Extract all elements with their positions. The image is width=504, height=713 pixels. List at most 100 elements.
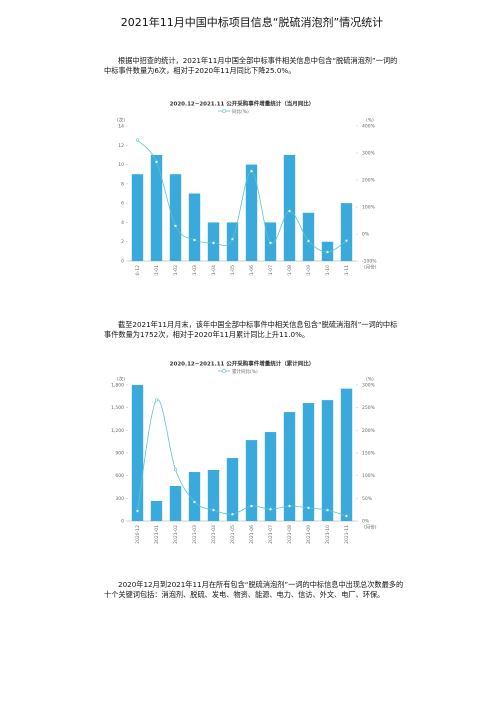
x-tick-label: 2021-11 xyxy=(344,525,350,544)
y-tick-label: 6 xyxy=(121,201,124,207)
line-point xyxy=(192,238,197,242)
y2-axis-label: (%) xyxy=(366,377,374,383)
bar xyxy=(321,400,334,521)
x-tick-label: 2021-09 xyxy=(306,265,312,276)
y-tick-label: 0 xyxy=(121,519,124,525)
legend-label: 累计同比(%) xyxy=(232,368,258,375)
x-tick-label: 2021-05 xyxy=(230,265,236,276)
y-tick-label: 1,500 xyxy=(111,405,124,411)
line-point xyxy=(230,237,235,241)
legend-marker xyxy=(222,109,226,113)
bar xyxy=(169,174,182,261)
y2-tick-label: 200% xyxy=(362,428,376,434)
bar xyxy=(283,412,296,521)
bar xyxy=(131,174,144,261)
line-point xyxy=(306,506,311,510)
y2-tick-label: 50% xyxy=(362,496,373,502)
x-tick-label: 2021-02 xyxy=(173,525,179,544)
line-point xyxy=(173,224,178,228)
y2-tick-label: 300% xyxy=(362,151,376,157)
bar xyxy=(340,203,353,261)
y-tick-label: 0 xyxy=(121,259,124,265)
y2-tick-label: 400% xyxy=(362,124,376,130)
y2-tick-label: 250% xyxy=(362,405,376,411)
line-point xyxy=(154,398,159,402)
bar xyxy=(131,385,144,521)
x-axis-label: (月份) xyxy=(364,264,377,271)
line-point xyxy=(325,508,330,512)
bar xyxy=(169,486,182,521)
line-point xyxy=(249,169,254,173)
bar xyxy=(340,388,353,521)
y-axis-label: (次) xyxy=(117,117,125,124)
line-point xyxy=(287,209,292,213)
y2-tick-label: -100% xyxy=(362,259,377,265)
bar xyxy=(302,403,315,521)
paragraph: 截至2021年11月月末，该年中国全部中标事件中相关信息包含“脱硫消泡剂”一词的… xyxy=(104,320,398,339)
x-tick-label: 2020-12 xyxy=(135,265,141,276)
line-point xyxy=(154,160,159,164)
y-tick-label: 4 xyxy=(121,220,124,226)
legend-marker xyxy=(222,369,226,373)
legend-label: 同比(%) xyxy=(232,108,249,115)
x-tick-label: 2021-08 xyxy=(287,265,293,276)
y-tick-label: 2 xyxy=(121,239,124,245)
x-tick-label: 2021-11 xyxy=(344,265,350,276)
y2-axis-label: (%) xyxy=(366,118,374,124)
y2-tick-label: 0% xyxy=(362,232,370,238)
line-point xyxy=(344,239,349,243)
bar xyxy=(283,154,296,261)
y2-tick-label: 100% xyxy=(362,205,376,211)
x-axis-label: (月份) xyxy=(364,524,377,531)
paragraph: 根据中招查的统计，2021年11月中国全部中标事件相关信息中包含“脱硫消泡剂”一… xyxy=(104,56,398,75)
x-tick-label: 2021-07 xyxy=(268,265,274,276)
line-point xyxy=(211,241,216,245)
x-tick-label: 2021-02 xyxy=(173,265,179,276)
x-tick-label: 2021-08 xyxy=(287,525,293,544)
y2-tick-label: 300% xyxy=(362,383,376,389)
x-tick-label: 2021-03 xyxy=(192,265,198,276)
y-tick-label: 600 xyxy=(115,473,124,479)
line-point xyxy=(211,508,216,512)
line-point xyxy=(173,468,178,472)
bar xyxy=(245,164,258,261)
x-tick-label: 2021-04 xyxy=(211,265,217,276)
chart-title: 2020.12~2021.11 公开采购事件增量统计（当月同比） xyxy=(170,100,315,108)
line-point xyxy=(268,507,273,511)
x-tick-label: 2021-10 xyxy=(325,265,331,276)
line-point xyxy=(135,138,140,142)
y-tick-label: 12 xyxy=(118,143,124,149)
x-tick-label: 2021-06 xyxy=(249,525,255,544)
chart: 2020.12~2021.11 公开采购事件增量统计（当月同比）同比(%) (次)… xyxy=(117,100,377,277)
doc-title: 2021年11月中国中标项目信息“脱硫消泡剂”情况统计 xyxy=(120,16,384,29)
bar xyxy=(188,193,201,261)
y2-tick-label: 0% xyxy=(362,519,370,525)
line-point xyxy=(268,241,273,245)
line-point xyxy=(344,514,349,518)
chart: 2020.12~2021.11 公开采购事件增量统计（累计同比）累计同比(%) (… xyxy=(111,360,377,544)
line xyxy=(137,399,347,517)
bar xyxy=(207,470,220,521)
y2-tick-label: 150% xyxy=(362,451,376,457)
bar xyxy=(226,222,239,261)
x-tick-label: 2021-10 xyxy=(325,525,331,544)
y-tick-label: 300 xyxy=(115,496,124,502)
y-tick-label: 8 xyxy=(121,181,124,187)
y2-tick-label: 200% xyxy=(362,178,376,184)
bar xyxy=(150,154,163,261)
line-point xyxy=(306,239,311,243)
bar xyxy=(302,212,315,261)
bar xyxy=(226,458,239,521)
y-tick-label: 1,800 xyxy=(111,383,124,389)
bar xyxy=(264,432,277,521)
x-tick-label: 2021-06 xyxy=(249,265,255,276)
y-tick-label: 14 xyxy=(118,124,124,130)
bar xyxy=(150,500,163,521)
line xyxy=(137,139,347,253)
bar xyxy=(188,472,201,521)
y-tick-label: 1,200 xyxy=(111,428,124,434)
line-point xyxy=(230,512,235,516)
y2-tick-label: 100% xyxy=(362,473,376,479)
y-axis-label: (次) xyxy=(117,376,125,383)
